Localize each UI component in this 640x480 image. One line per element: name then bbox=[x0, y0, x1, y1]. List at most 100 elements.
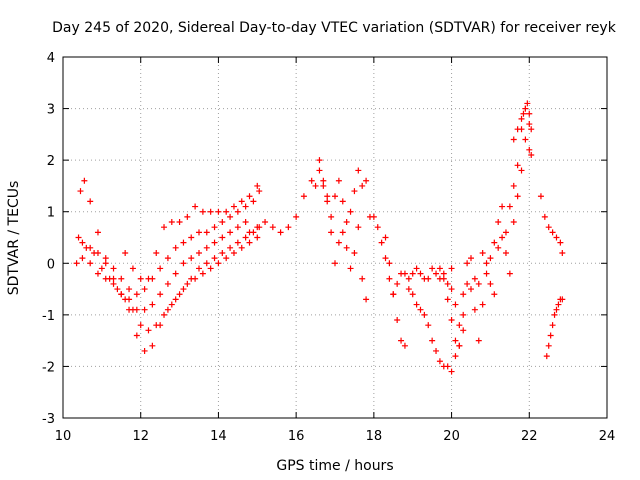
data-point bbox=[203, 260, 210, 267]
data-point bbox=[363, 177, 370, 184]
data-point bbox=[254, 234, 261, 241]
data-point bbox=[180, 260, 187, 267]
data-point bbox=[417, 270, 424, 277]
data-point bbox=[335, 177, 342, 184]
series-track-1 bbox=[73, 177, 263, 354]
data-point bbox=[452, 301, 459, 308]
data-point bbox=[343, 244, 350, 251]
data-point bbox=[347, 208, 354, 215]
data-point bbox=[557, 239, 564, 246]
data-point bbox=[487, 280, 494, 287]
data-point bbox=[405, 275, 412, 282]
data-point bbox=[537, 193, 544, 200]
data-point bbox=[545, 224, 552, 231]
data-point bbox=[475, 337, 482, 344]
data-point bbox=[520, 110, 527, 117]
data-point bbox=[246, 239, 253, 246]
data-point bbox=[219, 219, 226, 226]
data-point bbox=[374, 224, 381, 231]
x-tick-label: 20 bbox=[443, 429, 460, 444]
data-point bbox=[448, 317, 455, 324]
data-point bbox=[559, 296, 566, 303]
data-point bbox=[141, 347, 148, 354]
data-point bbox=[468, 286, 474, 293]
data-point bbox=[526, 121, 533, 128]
data-point bbox=[141, 286, 148, 293]
data-point bbox=[196, 229, 202, 236]
data-point bbox=[242, 234, 249, 241]
data-point bbox=[475, 280, 482, 287]
data-point bbox=[405, 286, 412, 293]
data-point bbox=[433, 270, 440, 277]
series-track-10 bbox=[448, 105, 533, 329]
data-point bbox=[460, 311, 467, 318]
series-track-9 bbox=[436, 136, 535, 349]
data-point bbox=[320, 177, 327, 184]
data-point bbox=[510, 136, 517, 143]
data-point bbox=[339, 229, 346, 236]
data-point bbox=[207, 265, 214, 272]
data-point bbox=[81, 177, 88, 184]
data-point bbox=[316, 167, 323, 174]
x-tick-label: 12 bbox=[132, 429, 149, 444]
data-point bbox=[328, 229, 335, 236]
data-point bbox=[436, 358, 443, 365]
data-point bbox=[161, 311, 168, 318]
data-point bbox=[254, 182, 261, 189]
data-point bbox=[145, 327, 152, 334]
data-point bbox=[168, 219, 175, 226]
x-tick-label: 18 bbox=[366, 429, 383, 444]
data-point bbox=[320, 182, 327, 189]
data-point bbox=[495, 244, 502, 251]
data-point bbox=[514, 126, 521, 133]
data-point bbox=[417, 306, 424, 313]
data-point bbox=[382, 255, 389, 262]
data-point bbox=[133, 291, 140, 298]
data-point bbox=[238, 244, 245, 251]
data-point bbox=[522, 136, 529, 143]
data-point bbox=[234, 224, 241, 231]
data-point bbox=[506, 203, 513, 210]
data-point bbox=[324, 193, 331, 200]
chart-title: Day 245 of 2020, Sidereal Day-to-day VTE… bbox=[52, 20, 617, 36]
data-point bbox=[551, 311, 558, 318]
data-point bbox=[199, 270, 206, 277]
series-track-13 bbox=[543, 296, 566, 360]
data-point bbox=[192, 275, 199, 282]
data-point bbox=[464, 280, 471, 287]
data-point bbox=[211, 255, 218, 262]
data-point bbox=[343, 219, 350, 226]
data-point bbox=[262, 219, 269, 226]
data-point bbox=[184, 280, 191, 287]
data-point bbox=[433, 347, 440, 354]
data-point bbox=[145, 275, 152, 282]
data-point bbox=[332, 260, 338, 267]
y-tick-label: 3 bbox=[47, 103, 55, 118]
data-point bbox=[440, 270, 447, 277]
data-point bbox=[452, 337, 459, 344]
data-point bbox=[98, 265, 105, 272]
data-point bbox=[370, 213, 377, 220]
data-point bbox=[549, 229, 556, 236]
data-point bbox=[355, 167, 362, 174]
data-point bbox=[335, 239, 342, 246]
data-point bbox=[122, 249, 129, 256]
data-point bbox=[242, 203, 249, 210]
data-point bbox=[359, 182, 366, 189]
data-point bbox=[223, 208, 230, 215]
data-point bbox=[483, 260, 490, 267]
data-point bbox=[87, 244, 94, 251]
data-point bbox=[440, 275, 447, 282]
data-point bbox=[94, 270, 101, 277]
data-point bbox=[526, 146, 533, 153]
data-point bbox=[211, 224, 218, 231]
data-point bbox=[141, 306, 148, 313]
data-point bbox=[77, 188, 84, 195]
data-point bbox=[502, 249, 509, 256]
data-point bbox=[543, 353, 550, 360]
y-tick-labels: -3 -2 -1 0 1 2 3 4 bbox=[42, 51, 55, 427]
data-point bbox=[378, 239, 385, 246]
data-point bbox=[382, 234, 389, 241]
data-point bbox=[79, 255, 86, 262]
